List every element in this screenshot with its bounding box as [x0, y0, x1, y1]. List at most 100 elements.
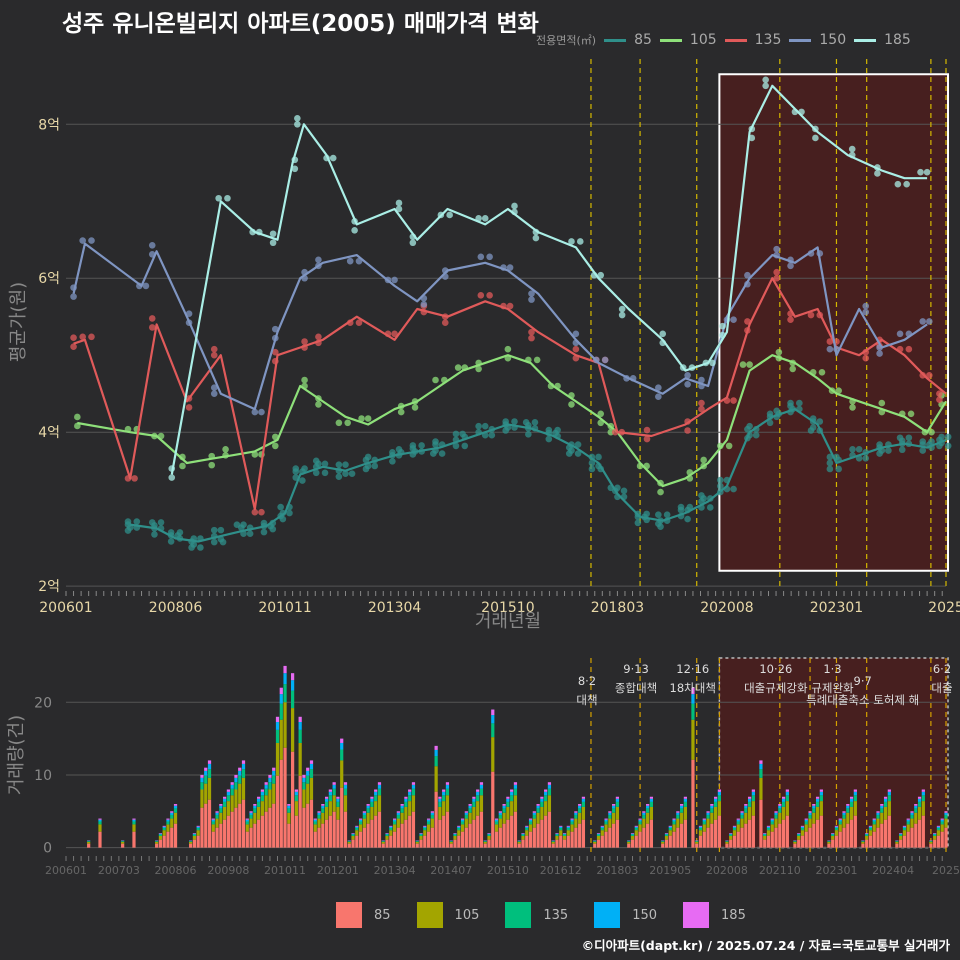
- volume-bar-85: [759, 799, 763, 848]
- data-point-135: [131, 475, 138, 482]
- volume-bar-135: [638, 821, 642, 825]
- data-point-185: [532, 234, 540, 242]
- volume-bar-85: [355, 835, 359, 848]
- volume-bar-150: [343, 784, 348, 789]
- policy-annotation-date: 12·16: [676, 662, 709, 676]
- volume-bar-105: [770, 824, 774, 832]
- volume-bar-150: [936, 826, 941, 829]
- volume-bar-85: [385, 839, 389, 848]
- volume-bar-135: [204, 775, 208, 784]
- price-ytick-label: 2억: [38, 579, 60, 595]
- volume-bar-135: [853, 795, 857, 802]
- bottom-legend-swatch-105: [416, 902, 443, 928]
- data-point-105: [222, 445, 229, 453]
- volume-bar-185: [831, 833, 835, 834]
- volume-bar-85: [362, 827, 366, 848]
- volume-bar-85: [865, 839, 869, 848]
- volume-bar-105: [400, 812, 404, 824]
- volume-bar-185: [287, 804, 291, 806]
- volume-bar-105: [87, 841, 91, 844]
- data-point-185: [874, 170, 881, 177]
- data-point-135: [698, 399, 705, 407]
- data-point-105: [179, 462, 186, 470]
- data-point-105: [411, 404, 419, 411]
- volume-bar-150: [521, 833, 525, 835]
- volume-bar-150: [460, 819, 465, 822]
- data-point-135: [572, 345, 580, 353]
- volume-bar-105: [668, 830, 672, 836]
- volume-bar-105: [506, 806, 510, 820]
- volume-bar-185: [351, 833, 355, 834]
- volume-bar-135: [445, 788, 450, 796]
- volume-bar-135: [464, 814, 468, 819]
- series-185: [168, 76, 931, 481]
- volume-bar-150: [868, 826, 873, 829]
- volume-bar-150: [883, 798, 888, 802]
- data-point-135: [210, 345, 218, 353]
- volume-bar-85: [528, 831, 533, 848]
- volume-bar-135: [547, 788, 552, 796]
- data-point-150: [315, 256, 322, 264]
- volume-bar-105: [570, 824, 574, 832]
- volume-bar-185: [400, 804, 404, 806]
- volume-bar-185: [525, 825, 529, 827]
- volume-bar-105: [249, 818, 253, 828]
- data-point-85: [286, 509, 293, 517]
- volume-bar-85: [400, 823, 404, 848]
- data-point-85: [855, 445, 863, 453]
- volume-bar-135: [831, 834, 835, 837]
- volume-bar-135: [627, 841, 631, 842]
- volume-bar-150: [940, 819, 944, 822]
- data-point-135: [773, 268, 780, 276]
- volume-bar-85: [940, 831, 944, 848]
- volume-bar-85: [680, 823, 684, 848]
- volume-bar-105: [883, 806, 888, 820]
- data-point-185: [709, 359, 716, 367]
- volume-bar-85: [476, 815, 480, 848]
- volume-bar-85: [593, 843, 597, 848]
- volume-bar-105: [230, 795, 234, 812]
- volume-bar-150: [173, 805, 178, 809]
- volume-bar-105: [498, 818, 502, 828]
- volume-bar-150: [680, 805, 684, 809]
- volume-bar-105: [729, 836, 733, 840]
- volume-bar-105: [374, 801, 378, 816]
- volume-bar-105: [627, 841, 631, 844]
- volume-bar-185: [729, 833, 733, 834]
- volume-bar-185: [468, 804, 472, 806]
- volume-bar-105: [608, 818, 612, 828]
- volume-bar-150: [691, 694, 695, 704]
- volume-bar-150: [374, 791, 378, 796]
- volume-bar-150: [400, 805, 404, 809]
- data-point-150: [655, 393, 662, 401]
- volume-bar-85: [223, 819, 227, 848]
- volume-bar-150: [321, 805, 325, 809]
- data-point-185: [917, 168, 924, 176]
- volume-bar-135: [525, 828, 529, 831]
- volume-bar-105: [547, 795, 552, 812]
- volume-bar-85: [880, 823, 884, 848]
- data-point-135: [643, 426, 651, 434]
- volume-bar-85: [498, 827, 502, 848]
- data-point-85: [531, 419, 539, 426]
- policy-annotation-date: 9·13: [623, 662, 649, 676]
- data-point-135: [684, 427, 691, 434]
- volume-bar-185: [260, 789, 264, 792]
- volume-bar-105: [695, 841, 699, 844]
- volume-bar-185: [751, 789, 755, 792]
- volume-bar-135: [241, 769, 246, 778]
- volume-bar-105: [929, 841, 933, 844]
- volume-bar-105: [264, 795, 268, 812]
- volume-bar-105: [544, 801, 548, 816]
- volume-bar-135: [491, 723, 495, 738]
- volume-ytick-label: 20: [34, 695, 52, 711]
- volume-bar-185: [763, 833, 767, 834]
- volume-bar-150: [158, 833, 163, 835]
- volume-bar-185: [366, 804, 370, 806]
- volume-bar-150: [302, 777, 306, 783]
- volume-bar-185: [324, 796, 329, 799]
- volume-bar-150: [608, 812, 612, 815]
- volume-bar-185: [479, 782, 484, 785]
- volume-bar-150: [241, 763, 246, 770]
- volume-bar-150: [834, 826, 839, 829]
